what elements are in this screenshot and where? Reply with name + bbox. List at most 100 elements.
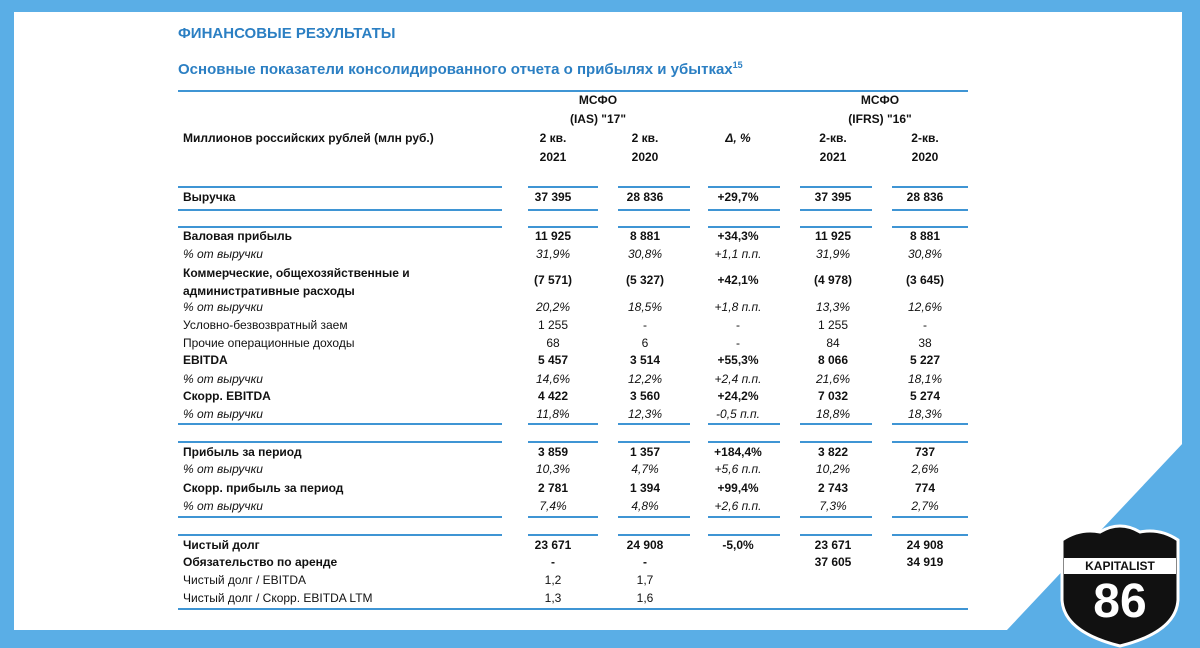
rule [708, 534, 780, 536]
rule [892, 186, 968, 188]
cell: 21,6% [815, 372, 851, 386]
rule [708, 516, 780, 518]
column-header: 2021 [819, 150, 847, 164]
title: ФИНАНСОВЫЕ РЕЗУЛЬТАТЫ [178, 25, 396, 42]
cell: 6 [641, 336, 649, 350]
cell: 1 394 [629, 481, 661, 495]
cell: +34,3% [717, 229, 759, 243]
cell: 18,3% [907, 407, 943, 421]
cell: -0,5 п.п. [716, 407, 760, 421]
cell: 4,8% [631, 499, 659, 513]
cell: - [923, 318, 927, 332]
rule [178, 608, 968, 610]
cell: 14,6% [535, 372, 571, 386]
rule [800, 516, 872, 518]
rule [618, 423, 690, 425]
cell: 3 822 [817, 445, 849, 459]
cell: - [643, 555, 647, 569]
rule [178, 209, 502, 211]
rule [528, 516, 598, 518]
row-label: % от выручки [183, 462, 263, 476]
rule [178, 186, 502, 188]
row-label: Валовая прибыль [183, 229, 292, 243]
cell: 3 560 [629, 389, 661, 403]
column-header: Δ, % [725, 131, 751, 145]
rule [618, 441, 690, 443]
cell: 12,2% [627, 372, 663, 386]
rule [618, 209, 690, 211]
rule [528, 186, 598, 188]
group-header: МСФО [578, 93, 618, 107]
rule [800, 534, 872, 536]
cell: 11,8% [536, 407, 570, 421]
cell: 1,3 [544, 591, 562, 605]
rule [800, 423, 872, 425]
cell: 11 925 [534, 229, 572, 243]
cell: 84 [826, 336, 840, 350]
rule [892, 209, 968, 211]
logo-shield [1060, 524, 1180, 648]
cell: +1,1 п.п. [714, 247, 762, 261]
rule [528, 441, 598, 443]
cell: 8 881 [629, 229, 661, 243]
column-header: 2 кв. [631, 131, 659, 145]
cell: 7,4% [539, 499, 567, 513]
cell: +99,4% [717, 481, 759, 495]
group-header: МСФО [860, 93, 900, 107]
cell: 7 032 [817, 389, 849, 403]
footnote: 15 [732, 60, 743, 70]
cell: +29,7% [717, 190, 759, 204]
cell: 18,1% [907, 372, 943, 386]
rule [708, 441, 780, 443]
rule [800, 186, 872, 188]
row-label: Выручка [183, 190, 236, 204]
cell: 1,7 [636, 573, 654, 587]
subtitle: Основные показатели консолидированного о… [178, 58, 743, 77]
cell: 23 671 [534, 538, 572, 552]
cell: 2,7% [911, 499, 939, 513]
row-label: % от выручки [183, 247, 263, 261]
cell: 34 919 [906, 555, 944, 569]
cell: 37 395 [534, 190, 572, 204]
rule [528, 209, 598, 211]
cell: 24 908 [626, 538, 664, 552]
row-label: Чистый долг [183, 538, 260, 552]
cell: - [736, 318, 740, 332]
cell: 3 859 [537, 445, 569, 459]
cell: (3 645) [905, 273, 945, 287]
cell: - [643, 318, 647, 332]
cell: 2,6% [911, 462, 939, 476]
row-label: % от выручки [183, 407, 263, 421]
column-header: 2020 [911, 150, 939, 164]
column-header: 2-кв. [911, 131, 939, 145]
logo-band [1064, 558, 1176, 574]
cell: 38 [918, 336, 932, 350]
cell: 737 [914, 445, 936, 459]
row-label: Прочие операционные доходы [183, 336, 355, 350]
rule [892, 226, 968, 228]
cell: 20,2% [535, 300, 571, 314]
cell: -5,0% [722, 538, 754, 552]
card [14, 12, 1182, 630]
rule [528, 423, 598, 425]
row-label: Скорр. EBITDA [183, 389, 271, 403]
rule [892, 423, 968, 425]
cell: 30,8% [907, 247, 943, 261]
cell: +184,4% [714, 445, 762, 459]
cell: 5 274 [909, 389, 941, 403]
column-header: 2-кв. [819, 131, 847, 145]
cell: 1 255 [817, 318, 849, 332]
cell: 24 908 [906, 538, 944, 552]
cell: +5,6 п.п. [714, 462, 762, 476]
cell: 18,5% [627, 300, 663, 314]
rule [618, 516, 690, 518]
rule [892, 534, 968, 536]
rule [618, 186, 690, 188]
cell: 8 881 [909, 229, 941, 243]
cell: 37 395 [814, 190, 852, 204]
row-label: Чистый долг / EBITDA [183, 573, 306, 587]
cell: 4 422 [537, 389, 569, 403]
cell: 4,7% [631, 462, 659, 476]
cell: 10,2% [815, 462, 851, 476]
